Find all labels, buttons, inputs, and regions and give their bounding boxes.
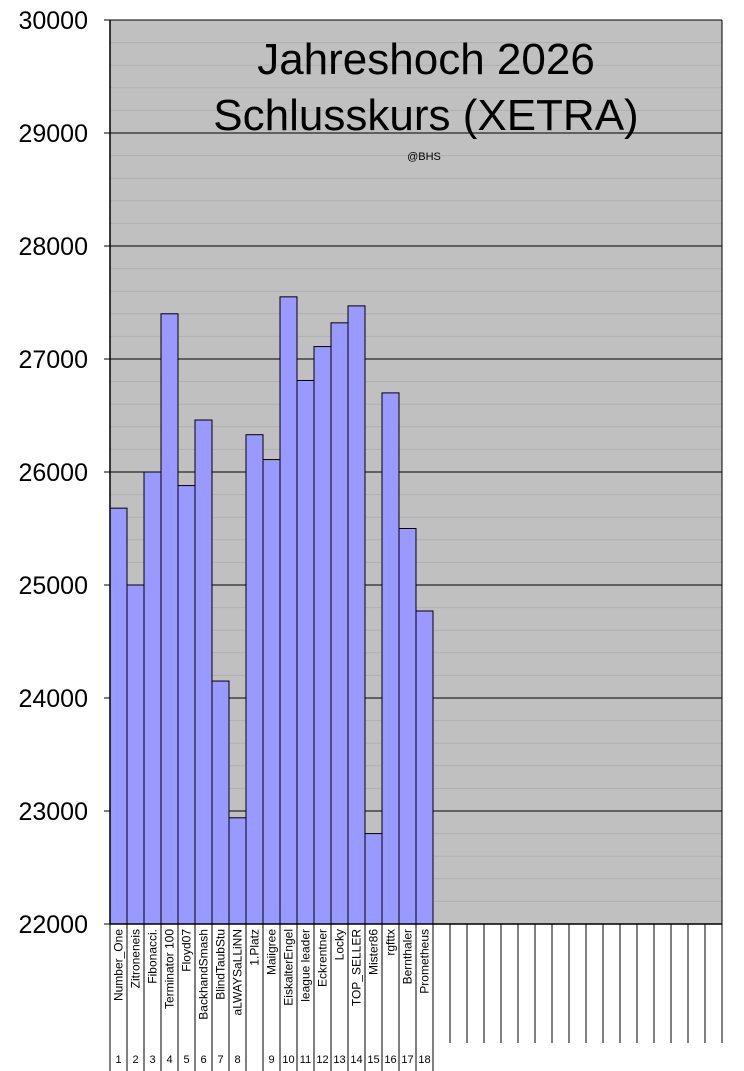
- bar: [194, 419, 213, 925]
- rank-label: 14: [350, 1054, 362, 1066]
- x-axis-category-table: Number_One 1 Zitroneneis 2 Fibonacci. 3 Termin…: [109, 923, 723, 1071]
- bar: [279, 296, 298, 925]
- bar: [177, 485, 196, 925]
- bar: [245, 434, 264, 925]
- x-tick-label: Mister86: [367, 929, 381, 975]
- y-tick-label: 24000: [18, 685, 88, 713]
- rank-label: 13: [333, 1054, 345, 1066]
- rank-label: 18: [418, 1054, 430, 1066]
- y-axis-tick-labels: 22000 23000 24000 25000 26000 27000 28000 29000…: [18, 7, 88, 939]
- bar: [313, 346, 332, 925]
- bar: [109, 507, 128, 925]
- bar: [415, 610, 434, 925]
- rank-label: 12: [316, 1054, 328, 1066]
- chart-subtitle: @BHS: [407, 151, 441, 163]
- y-tick-label: 27000: [18, 346, 88, 374]
- bar: [228, 817, 247, 925]
- x-tick-label: 1.Platz: [248, 929, 262, 966]
- bar: [211, 680, 230, 925]
- x-tick-label: Floyd07: [180, 929, 194, 972]
- rank-label: 6: [200, 1054, 206, 1066]
- y-tick-label: 26000: [18, 459, 88, 487]
- rank-label: 1: [115, 1054, 121, 1066]
- x-tick-label: EiskalterEngel: [282, 929, 296, 1006]
- rank-label: 4: [166, 1054, 172, 1066]
- rank-label: 5: [183, 1054, 189, 1066]
- rank-label: 16: [384, 1054, 396, 1066]
- x-tick-label: Maiigree: [265, 929, 279, 975]
- bar: [126, 584, 145, 925]
- rank-label: 2: [132, 1054, 138, 1066]
- y-tick-label: 29000: [18, 120, 88, 148]
- chart-title-line-1: Jahreshoch 2026: [257, 35, 595, 84]
- x-tick-label: BackhandSmash: [197, 929, 211, 1020]
- x-tick-label: TOP_SELLER: [350, 929, 364, 1006]
- rank-label: 8: [234, 1054, 240, 1066]
- rank-label: 17: [401, 1054, 413, 1066]
- x-tick-label: Fibonacci.: [146, 929, 160, 984]
- x-tick-label: Bernthaler: [401, 929, 415, 984]
- x-tick-label: Number_One: [112, 929, 126, 1001]
- rank-label: 9: [268, 1054, 274, 1066]
- rank-label: 7: [217, 1054, 223, 1066]
- x-tick-label: Prometheus: [418, 929, 432, 994]
- x-tick-label: Terminator 100: [163, 929, 177, 1009]
- x-tick-label: league leader: [299, 929, 313, 1002]
- y-tick-label: 23000: [18, 798, 88, 826]
- chart-title-line-2: Schlusskurs (XETRA): [213, 91, 638, 140]
- bar: [381, 392, 400, 925]
- x-tick-label: aLWAYSaLLiNN: [231, 929, 245, 1015]
- bar: [143, 471, 162, 925]
- bars: [109, 296, 434, 925]
- bar: [364, 833, 383, 925]
- y-tick-label: 22000: [18, 911, 88, 939]
- rank-label: 3: [149, 1054, 155, 1066]
- rank-label: 11: [300, 1054, 311, 1066]
- x-tick-label: Locky: [333, 929, 347, 960]
- bar: [296, 379, 315, 925]
- x-tick-label: Eckrentner: [316, 929, 330, 987]
- bar: [262, 459, 281, 925]
- bar: [330, 322, 349, 925]
- bar: [398, 528, 417, 925]
- bar: [160, 313, 179, 925]
- y-tick-label: 30000: [18, 7, 88, 35]
- bar: [347, 305, 366, 925]
- rank-label: 10: [282, 1054, 294, 1066]
- rank-label: 15: [367, 1054, 379, 1066]
- x-tick-label: BlindTaubStu: [214, 929, 228, 1000]
- y-tick-label: 28000: [18, 233, 88, 261]
- x-tick-label: rgfttx: [384, 929, 398, 956]
- x-tick-label: Zitroneneis: [129, 929, 143, 988]
- y-tick-label: 25000: [18, 572, 88, 600]
